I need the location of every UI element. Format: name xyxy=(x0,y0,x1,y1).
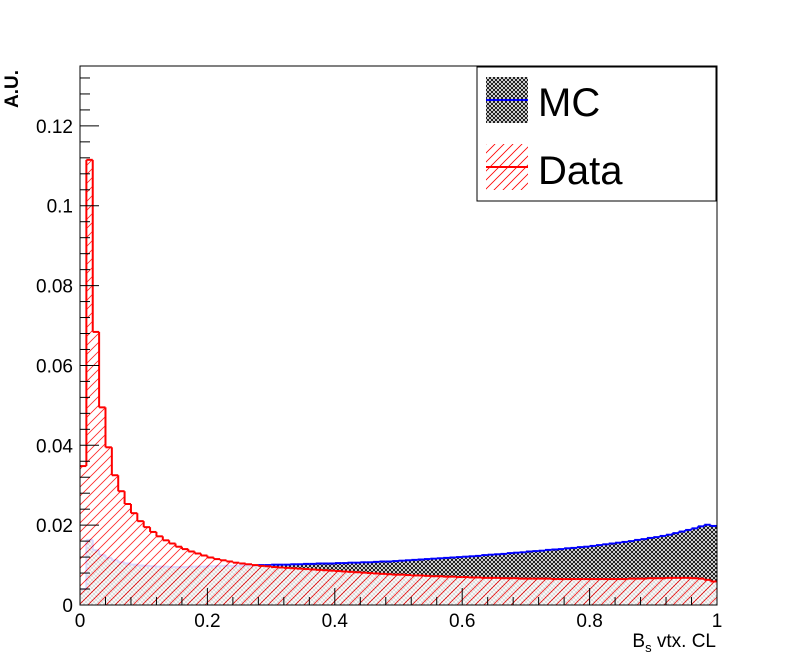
y-tick-label: 0.02 xyxy=(36,516,73,537)
x-axis-title-main: B xyxy=(632,631,645,652)
x-axis-title-rest: vtx. CL xyxy=(652,631,716,652)
y-tick-label: 0 xyxy=(62,596,73,617)
legend-label-data: Data xyxy=(538,149,623,193)
x-tick-label: 0.2 xyxy=(194,611,220,632)
x-tick-label: 1 xyxy=(712,611,723,632)
plot-frame xyxy=(79,65,718,606)
y-tick-label: 0.12 xyxy=(36,117,73,138)
x-tick-label: 0.8 xyxy=(576,611,602,632)
y-axis-title: A.U. xyxy=(2,70,23,108)
series-data-fill xyxy=(80,159,717,605)
x-axis-title-subscript: s xyxy=(645,640,652,655)
x-axis-title: Bs vtx. CL xyxy=(632,631,716,655)
x-tick-label: 0.6 xyxy=(449,611,475,632)
y-tick-label: 0.08 xyxy=(36,277,73,298)
legend: MC Data xyxy=(476,66,717,202)
axes-layer: 0 0.2 0.4 0.6 0.8 1 0 0.02 0.04 0.06 0.08 0.1 0.12 xyxy=(36,77,723,632)
x-tick-label: 0 xyxy=(75,611,86,632)
y-tick-label: 0.1 xyxy=(47,197,73,218)
legend-label-mc: MC xyxy=(538,81,600,125)
y-tick-label: 0.06 xyxy=(36,356,73,377)
x-tick-label: 0.4 xyxy=(322,611,349,632)
series-layer xyxy=(80,158,717,605)
y-tick-label: 0.04 xyxy=(36,436,73,457)
series-data xyxy=(80,158,717,605)
